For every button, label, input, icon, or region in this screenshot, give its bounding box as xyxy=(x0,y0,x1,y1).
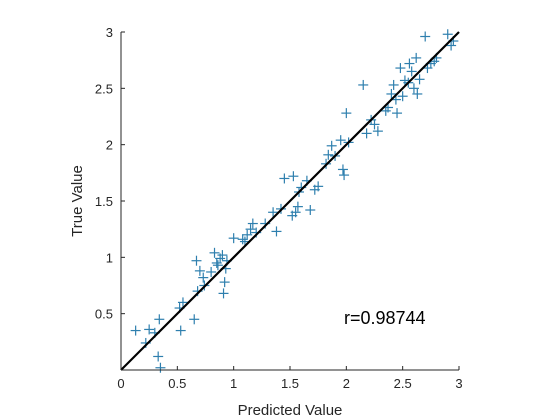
data-point xyxy=(292,201,303,212)
y-tick-label: 0.5 xyxy=(95,307,113,322)
data-point xyxy=(395,63,406,74)
data-point xyxy=(279,173,290,184)
data-point xyxy=(245,224,256,235)
data-point xyxy=(386,88,397,99)
data-point xyxy=(290,207,301,218)
data-point xyxy=(206,266,217,277)
data-point xyxy=(388,79,399,90)
data-point xyxy=(337,164,348,175)
data-points xyxy=(130,29,459,373)
data-point xyxy=(313,181,324,192)
x-tick-label: 0.5 xyxy=(168,376,186,391)
data-point xyxy=(154,314,165,325)
data-point xyxy=(408,83,419,94)
data-point xyxy=(406,66,417,77)
data-point xyxy=(247,218,258,229)
x-tick-label: 3 xyxy=(455,376,462,391)
y-tick-label: 2 xyxy=(106,138,113,153)
data-point xyxy=(446,40,457,51)
data-point xyxy=(217,250,228,261)
data-point xyxy=(369,119,380,130)
data-point xyxy=(153,351,164,362)
data-point xyxy=(175,325,186,336)
data-point xyxy=(392,108,403,119)
data-point xyxy=(130,325,141,336)
x-axis-ticks: 0 0.5 1 1.5 2 2.5 3 xyxy=(117,366,463,391)
y-tick-label: 3 xyxy=(106,25,113,40)
data-point xyxy=(326,140,337,151)
data-point xyxy=(372,126,383,137)
x-axis-label: Predicted Value xyxy=(238,402,343,419)
x-tick-label: 2.5 xyxy=(394,376,412,391)
data-point xyxy=(228,233,239,244)
data-point xyxy=(212,260,223,271)
data-point xyxy=(198,272,209,283)
data-point xyxy=(271,226,282,237)
data-point xyxy=(209,247,220,258)
correlation-annotation: r=0.98744 xyxy=(344,308,426,328)
data-point xyxy=(442,29,453,40)
data-point xyxy=(242,229,253,240)
data-point xyxy=(411,52,422,63)
data-point xyxy=(341,108,352,119)
data-point xyxy=(219,277,230,288)
x-tick-label: 1.5 xyxy=(281,376,299,391)
y-axis-ticks: 0.5 1 1.5 2 2.5 3 xyxy=(95,25,125,322)
data-point xyxy=(189,314,200,325)
data-point xyxy=(177,297,188,308)
data-point xyxy=(339,170,350,181)
data-point xyxy=(412,88,423,99)
data-point xyxy=(397,91,408,102)
data-point xyxy=(323,149,334,160)
x-tick-label: 0 xyxy=(117,376,124,391)
data-point xyxy=(218,288,229,299)
data-point xyxy=(144,324,155,335)
data-point xyxy=(268,207,279,218)
y-tick-label: 1 xyxy=(106,250,113,265)
x-tick-label: 2 xyxy=(343,376,350,391)
y-tick-label: 2.5 xyxy=(95,81,113,96)
data-point xyxy=(191,255,202,266)
data-point xyxy=(288,171,299,182)
fit-line xyxy=(120,31,460,371)
data-point xyxy=(237,234,248,245)
data-point xyxy=(194,265,205,276)
y-axis-label: True Value xyxy=(69,165,86,237)
data-point xyxy=(305,205,316,216)
data-point xyxy=(155,362,166,373)
data-point xyxy=(361,128,372,139)
x-tick-label: 1 xyxy=(230,376,237,391)
data-point xyxy=(358,79,369,90)
data-point xyxy=(404,58,415,69)
data-point xyxy=(335,135,346,146)
y-tick-label: 1.5 xyxy=(95,194,113,209)
data-point xyxy=(414,74,425,85)
data-point xyxy=(420,31,431,42)
